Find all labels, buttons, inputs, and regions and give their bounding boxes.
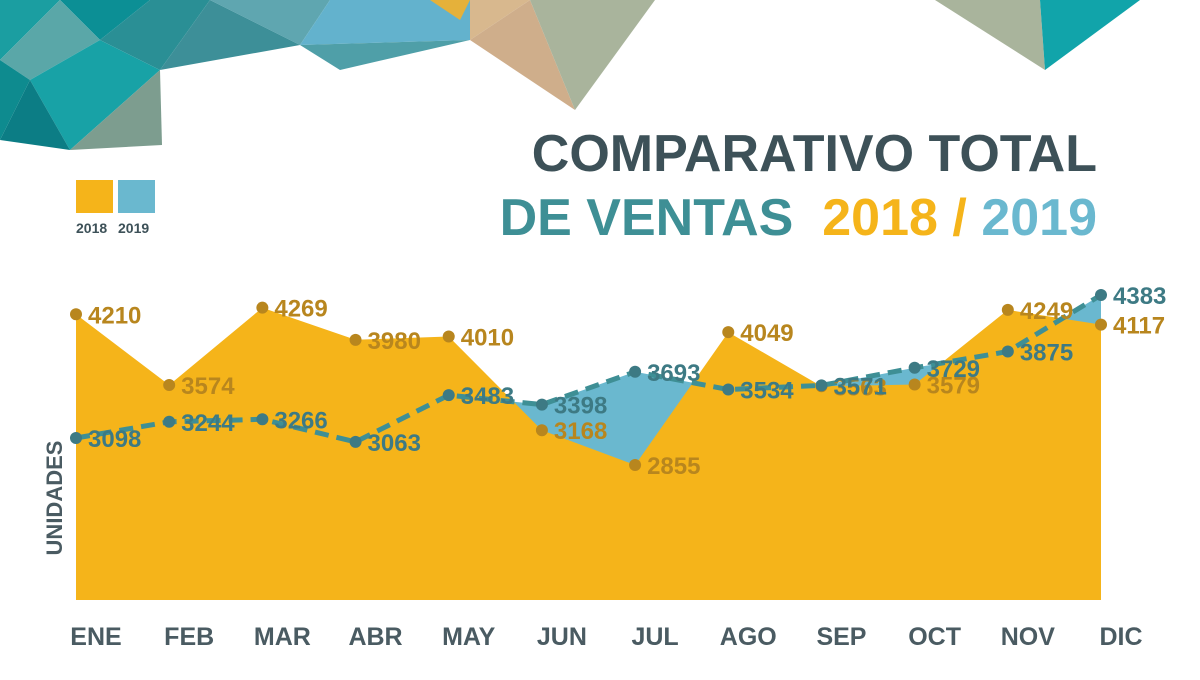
point-2019-dic <box>1095 289 1107 301</box>
y-axis-label: UNIDADES <box>42 441 67 556</box>
point-2019-ene <box>70 432 82 444</box>
x-tick-label-ene: ENE <box>70 623 121 651</box>
data-label-2018-dic: 4117 <box>1113 313 1165 340</box>
subtitle-main: DE VENTAS <box>499 189 794 247</box>
data-label-2018-ago: 4049 <box>740 320 793 347</box>
decorative-polygons <box>0 0 1140 150</box>
point-2018-ago <box>722 326 735 339</box>
point-2018-feb <box>163 379 176 392</box>
data-label-2018-may: 4010 <box>461 325 514 352</box>
data-label-2019-abr: 3063 <box>368 430 421 457</box>
data-label-2018-ene: 4210 <box>88 302 141 329</box>
legend-label-2018: 2018 <box>76 220 108 236</box>
point-2019-may <box>442 389 455 402</box>
point-2019-jun <box>535 398 548 411</box>
point-2018-may <box>442 330 455 343</box>
page-subtitle: DE VENTAS 2018 / 2019 <box>500 192 1097 244</box>
point-2019-feb <box>163 415 176 428</box>
data-label-2018-feb: 3574 <box>181 373 235 400</box>
point-2018-jul <box>629 459 642 472</box>
data-label-2019-ago: 3534 <box>740 377 794 404</box>
data-label-2019-nov: 3875 <box>1020 340 1073 367</box>
legend-swatch-2019 <box>118 180 155 213</box>
data-label-2019-oct: 3729 <box>927 356 980 383</box>
point-2019-jul <box>629 365 642 378</box>
data-label-2019-jun: 3398 <box>554 393 607 420</box>
x-tick-label-sep: SEP <box>816 623 866 651</box>
subtitle-year-2018: 2018 <box>822 189 938 247</box>
x-tick-label-jun: JUN <box>537 623 587 651</box>
subtitle-year-2019: 2019 <box>981 189 1097 247</box>
data-label-2018-abr: 3980 <box>368 328 421 355</box>
x-tick-label-ago: AGO <box>720 623 777 651</box>
data-label-2019-sep: 3571 <box>833 373 886 400</box>
point-2018-oct <box>908 378 921 391</box>
data-label-2019-feb: 3244 <box>181 410 235 437</box>
point-2018-ene <box>70 308 82 321</box>
point-2018-mar <box>256 301 269 314</box>
x-tick-label-feb: FEB <box>164 623 214 651</box>
point-2019-mar <box>256 413 269 426</box>
data-label-2019-dic: 4383 <box>1113 283 1166 310</box>
legend-swatch-2018 <box>76 180 113 213</box>
x-tick-label-mar: MAR <box>254 623 311 651</box>
data-label-2018-oct: 3579 <box>927 372 980 399</box>
x-tick-label-nov: NOV <box>1001 623 1056 651</box>
legend-label-2019: 2019 <box>118 220 150 236</box>
data-label-2018-mar: 4269 <box>274 296 327 323</box>
x-tick-label-may: MAY <box>442 623 496 651</box>
data-label-2018-sep: 3563 <box>833 374 886 401</box>
page-title: COMPARATIVO TOTAL <box>531 125 1097 183</box>
x-tick-label-oct: OCT <box>908 623 961 651</box>
point-2018-jun <box>535 424 548 437</box>
chart-marks: 4210 3574 4269 3980 4010 3168 2855 4049 3563 3579… <box>70 283 1166 651</box>
point-2018-dic <box>1095 318 1107 331</box>
data-label-2019-jul: 3693 <box>647 360 700 387</box>
point-2019-nov <box>1001 345 1014 358</box>
data-label-2019-may: 3483 <box>461 383 514 410</box>
point-2019-ago <box>722 383 735 396</box>
area-2018 <box>76 307 1101 600</box>
x-tick-label-abr: ABR <box>348 623 402 651</box>
line-2019 <box>75 292 1103 445</box>
data-label-2018-jun: 3168 <box>554 418 607 445</box>
x-tick-label-jul: JUL <box>631 623 678 651</box>
point-2018-nov <box>1001 303 1014 316</box>
data-label-2019-ene: 3098 <box>88 426 141 453</box>
point-2019-abr <box>349 435 362 448</box>
data-label-2018-jul: 2855 <box>647 453 700 480</box>
subtitle-separator: / <box>952 189 967 247</box>
x-tick-label-dic: DIC <box>1099 623 1142 651</box>
point-2019-oct <box>908 361 921 374</box>
point-2018-abr <box>349 333 362 346</box>
point-2019-sep <box>815 379 828 392</box>
data-label-2018-nov: 4249 <box>1020 298 1073 325</box>
data-label-2019-mar: 3266 <box>274 407 327 434</box>
